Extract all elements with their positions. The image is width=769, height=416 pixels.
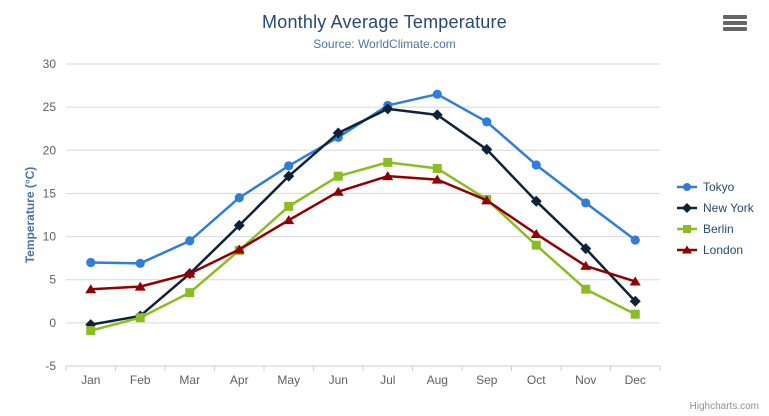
- data-point-london-jan[interactable]: [85, 284, 97, 294]
- data-point-london-apr[interactable]: [233, 244, 245, 254]
- data-point-berlin-jun[interactable]: [333, 171, 343, 181]
- chart-title: Monthly Average Temperature: [262, 12, 507, 32]
- data-point-london-jul[interactable]: [382, 171, 394, 181]
- data-point-new-york-dec[interactable]: [629, 295, 641, 307]
- data-point-london-dec[interactable]: [629, 276, 641, 286]
- data-point-london-mar[interactable]: [184, 268, 196, 278]
- data-point-tokyo-jan[interactable]: [86, 257, 96, 268]
- y-tick-label: 30: [43, 57, 57, 71]
- data-point-berlin-oct[interactable]: [531, 240, 541, 250]
- data-point-berlin-mar[interactable]: [185, 288, 195, 298]
- x-tick-label: Aug: [427, 373, 448, 387]
- series-line-london: [89, 174, 637, 291]
- data-point-tokyo-aug[interactable]: [432, 89, 442, 99]
- data-point-new-york-jul[interactable]: [382, 103, 394, 115]
- y-tick-label: 0: [49, 316, 56, 330]
- data-point-tokyo-dec[interactable]: [630, 235, 640, 245]
- legend-marker-icon: [683, 224, 691, 233]
- legend-marker-icon: [682, 245, 692, 253]
- series-line-berlin: [89, 161, 637, 332]
- x-tick-label: Feb: [130, 373, 151, 387]
- data-point-berlin-may[interactable]: [284, 201, 294, 211]
- legend-item-berlin[interactable]: Berlin: [676, 218, 754, 239]
- y-tick-label: 5: [49, 273, 56, 287]
- y-tick-label: 15: [43, 186, 57, 200]
- data-point-london-jun[interactable]: [332, 186, 344, 196]
- data-point-berlin-aug[interactable]: [432, 163, 442, 173]
- data-point-london-feb[interactable]: [134, 281, 146, 291]
- y-tick-label: 10: [43, 230, 57, 244]
- y-axis-title: Temperature (°C): [23, 166, 37, 264]
- x-tick-label: Sep: [476, 373, 498, 387]
- data-point-berlin-nov[interactable]: [581, 284, 591, 294]
- hamburger-icon: [723, 27, 747, 31]
- x-tick-label: May: [277, 373, 300, 387]
- legend-symbol-diamond-icon: [677, 202, 697, 213]
- data-point-london-aug[interactable]: [431, 174, 443, 184]
- data-point-tokyo-may[interactable]: [284, 161, 294, 171]
- data-point-new-york-may[interactable]: [283, 170, 295, 182]
- y-tick-label: 20: [43, 143, 57, 157]
- legend-marker-icon: [683, 182, 691, 191]
- legend-item-new-york[interactable]: New York: [676, 197, 754, 218]
- data-point-new-york-sep[interactable]: [481, 143, 493, 155]
- x-tick-label: Nov: [575, 373, 596, 387]
- series-tokyo: [86, 89, 640, 268]
- data-point-new-york-jun[interactable]: [332, 127, 344, 139]
- chart-subtitle: Source: WorldClimate.com: [313, 37, 456, 51]
- data-point-berlin-feb[interactable]: [135, 313, 145, 323]
- data-point-london-may[interactable]: [283, 215, 295, 225]
- legend-label: New York: [703, 200, 754, 215]
- legend-item-tokyo[interactable]: Tokyo: [676, 176, 754, 197]
- legend-symbol-triangle-icon: [677, 245, 697, 253]
- legend-marker-icon: [682, 202, 692, 213]
- data-point-tokyo-nov[interactable]: [581, 198, 591, 208]
- series-london: [85, 171, 641, 294]
- data-point-new-york-oct[interactable]: [530, 195, 542, 207]
- data-point-new-york-apr[interactable]: [233, 219, 245, 231]
- legend-label: London: [703, 242, 744, 257]
- x-tick-label: Jun: [329, 373, 348, 387]
- legend-symbol-square-icon: [677, 224, 697, 233]
- data-point-london-oct[interactable]: [530, 228, 542, 238]
- export-menu-button[interactable]: [723, 15, 747, 31]
- x-tick-label: Dec: [625, 373, 646, 387]
- data-point-new-york-aug[interactable]: [431, 109, 443, 121]
- data-point-berlin-jul[interactable]: [383, 157, 393, 167]
- data-point-new-york-nov[interactable]: [580, 243, 592, 255]
- data-point-tokyo-apr[interactable]: [234, 193, 244, 203]
- legend-label: Berlin: [703, 221, 734, 236]
- data-point-london-sep[interactable]: [481, 195, 493, 205]
- series-line-new-york: [89, 107, 637, 326]
- legend-item-london[interactable]: London: [676, 239, 754, 260]
- data-point-tokyo-sep[interactable]: [482, 117, 492, 127]
- legend-label: Tokyo: [703, 179, 735, 194]
- x-tick-label: Apr: [230, 373, 249, 387]
- y-tick-label: -5: [45, 359, 56, 373]
- x-tick-label: Jul: [380, 373, 395, 387]
- data-point-tokyo-mar[interactable]: [185, 236, 195, 246]
- x-tick-label: Jan: [81, 373, 100, 387]
- hamburger-icon: [723, 21, 747, 25]
- legend: Tokyo New York Berlin London: [676, 176, 754, 260]
- data-point-london-nov[interactable]: [580, 260, 592, 270]
- data-point-tokyo-oct[interactable]: [531, 160, 541, 170]
- x-tick-label: Oct: [527, 373, 546, 387]
- legend-symbol-circle-icon: [677, 182, 697, 191]
- credits-link[interactable]: Highcharts.com: [689, 401, 759, 412]
- y-tick-label: 25: [43, 100, 57, 114]
- data-point-tokyo-feb[interactable]: [135, 258, 145, 268]
- data-point-berlin-dec[interactable]: [630, 309, 640, 319]
- x-tick-label: Mar: [179, 373, 200, 387]
- hamburger-icon: [723, 15, 747, 19]
- data-point-berlin-jan[interactable]: [86, 326, 96, 336]
- series-new-york: [85, 103, 641, 331]
